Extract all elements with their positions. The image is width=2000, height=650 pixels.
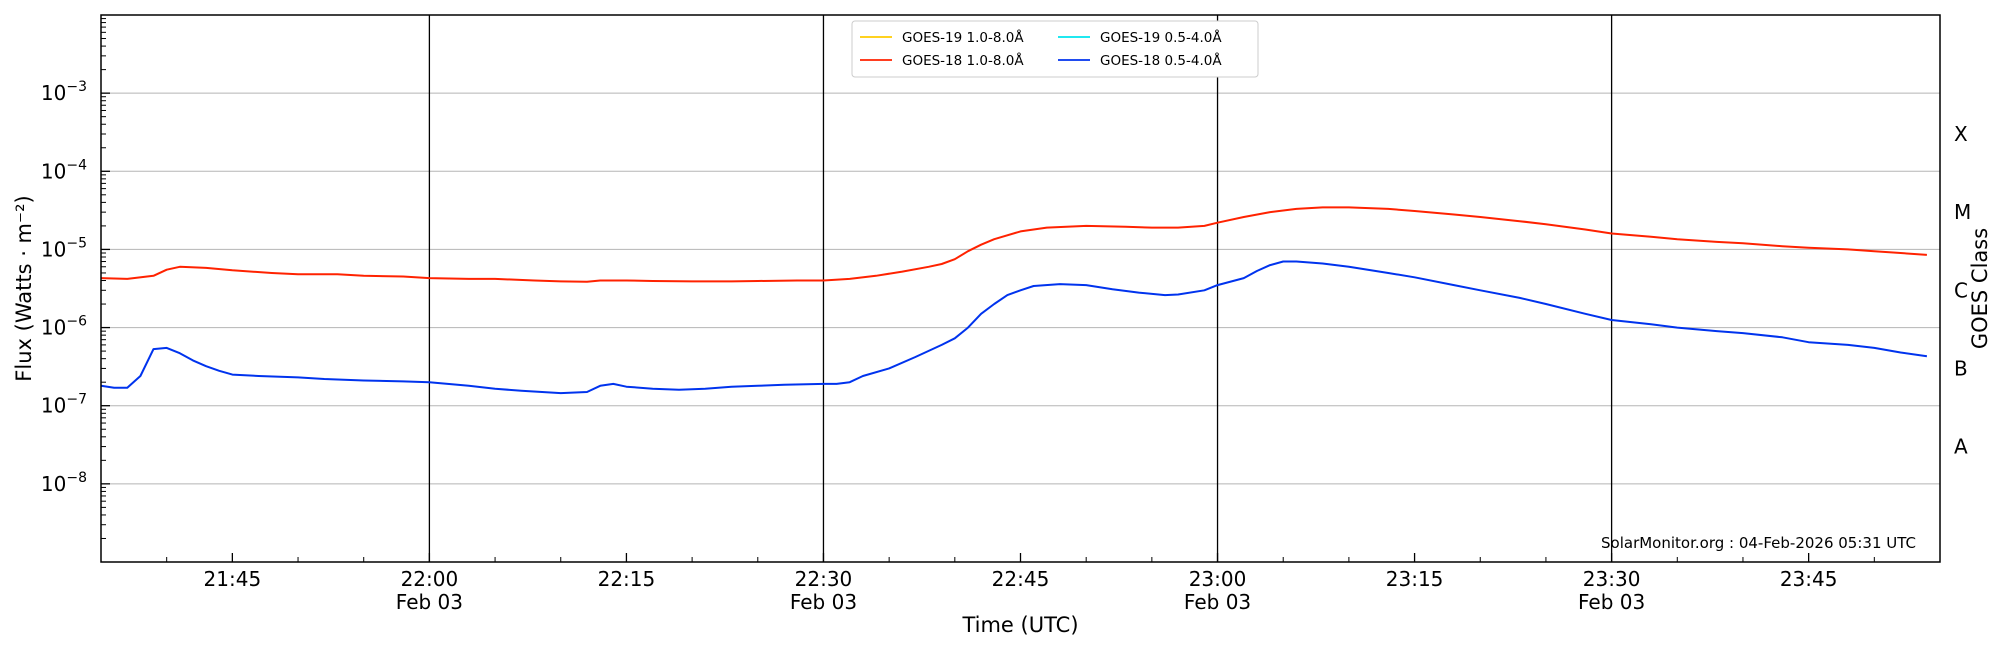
y-tick-exponent: −8 bbox=[66, 470, 87, 486]
y-tick-base: 10 bbox=[41, 237, 66, 261]
legend: GOES-19 1.0-8.0Å GOES-19 0.5-4.0Å GOES-18 … bbox=[851, 20, 1259, 78]
series-line-2 bbox=[100, 206, 1927, 283]
x-tick-label: 21:45 bbox=[204, 567, 262, 591]
goes-class-a: A bbox=[1954, 435, 1968, 459]
goes-class-c: C bbox=[1954, 278, 1968, 302]
legend-box bbox=[851, 20, 1259, 78]
y-tick-label: 10−4 bbox=[41, 157, 87, 183]
y-tick-base: 10 bbox=[41, 472, 66, 496]
y-axis-label: Flux (Watts · m⁻²) bbox=[12, 195, 36, 381]
legend-entry: GOES-18 1.0-8.0Å bbox=[902, 52, 1024, 69]
y-tick-label: 10−5 bbox=[41, 235, 87, 261]
goes-class-b: B bbox=[1954, 356, 1968, 380]
x-tick-label: 22:15 bbox=[598, 567, 656, 591]
x-tick-date: Feb 03 bbox=[1184, 590, 1251, 614]
y-tick-label: 10−6 bbox=[41, 314, 87, 340]
x-axis-label: Time (UTC) bbox=[961, 613, 1078, 637]
legend-entry: GOES-18 0.5-4.0Å bbox=[1100, 52, 1222, 69]
y-tick-exponent: −6 bbox=[66, 314, 87, 330]
legend-entry: GOES-19 1.0-8.0Å bbox=[902, 29, 1024, 46]
y-tick-base: 10 bbox=[41, 159, 66, 183]
x-tick-date: Feb 03 bbox=[790, 590, 857, 614]
series-line-3 bbox=[100, 260, 1928, 395]
y-tick-exponent: −5 bbox=[66, 235, 87, 251]
grid-layer bbox=[101, 92, 1940, 485]
x-tick-label: 23:00 bbox=[1189, 567, 1247, 591]
goes-class-axis-label: GOES Class bbox=[1968, 228, 1992, 349]
y-tick-label: 10−8 bbox=[41, 470, 87, 496]
y-tick-base: 10 bbox=[41, 394, 66, 418]
y-tick-label: 10−3 bbox=[41, 79, 87, 105]
plot-frame bbox=[100, 14, 1941, 563]
time-marker-lines bbox=[428, 15, 1613, 562]
x-tick-label: 23:15 bbox=[1386, 567, 1444, 591]
x-tick-label: 23:45 bbox=[1780, 567, 1838, 591]
y-tick-exponent: −4 bbox=[66, 157, 87, 173]
x-tick-label: 22:30 bbox=[795, 567, 853, 591]
y-tick-exponent: −3 bbox=[66, 79, 87, 95]
credit-text: SolarMonitor.org : 04-Feb-2026 05:31 UTC bbox=[1601, 534, 1916, 552]
series-layer bbox=[100, 206, 1928, 395]
y-tick-label: 10−7 bbox=[41, 392, 87, 418]
x-tick-label: 23:30 bbox=[1583, 567, 1641, 591]
y-axis-ticks: 10−310−410−510−610−710−8 bbox=[41, 18, 110, 539]
goes-class-m: M bbox=[1954, 200, 1971, 224]
y-tick-base: 10 bbox=[41, 81, 66, 105]
x-tick-date: Feb 03 bbox=[396, 590, 463, 614]
y-tick-exponent: −7 bbox=[66, 392, 87, 408]
legend-entry: GOES-19 0.5-4.0Å bbox=[1100, 29, 1222, 46]
x-tick-label: 22:45 bbox=[992, 567, 1050, 591]
goes-class-labels: X M C B A bbox=[1954, 122, 1971, 459]
goes-class-x: X bbox=[1954, 122, 1968, 146]
x-tick-label: 22:00 bbox=[401, 567, 459, 591]
y-tick-base: 10 bbox=[41, 316, 66, 340]
x-tick-date: Feb 03 bbox=[1578, 590, 1645, 614]
